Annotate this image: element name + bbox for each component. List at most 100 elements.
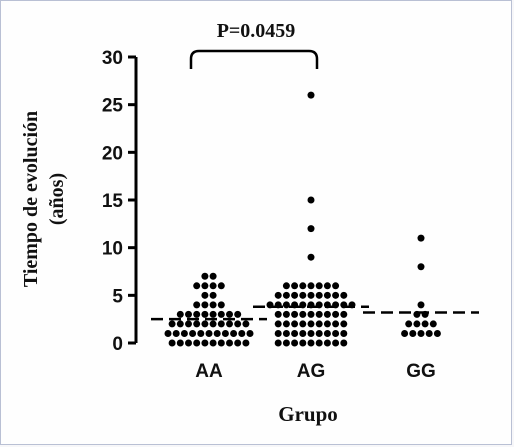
data-point-ag <box>282 301 290 309</box>
data-point-aa <box>209 272 217 280</box>
data-point-aa <box>221 329 229 337</box>
data-point-aa <box>185 320 192 328</box>
data-point-aa <box>217 301 225 309</box>
data-point-aa <box>246 329 254 337</box>
data-point-ag <box>332 320 340 328</box>
data-point-ag <box>274 329 282 337</box>
data-point-ag <box>299 291 307 299</box>
data-point-aa <box>209 339 217 347</box>
p-value-annotation: P=0.0459 <box>217 20 296 42</box>
data-point-aa <box>176 339 184 347</box>
data-point-ag <box>315 320 323 328</box>
data-point-gg <box>425 329 433 337</box>
bracket-path <box>189 49 319 69</box>
data-point-gg <box>417 234 425 242</box>
data-point-ag <box>323 320 331 328</box>
data-point-gg <box>401 329 409 337</box>
y-tick-labels: 0 5 10 15 20 25 30 <box>102 48 124 355</box>
data-point-aa <box>168 339 176 347</box>
data-point-aa <box>180 329 188 337</box>
data-point-aa <box>226 320 233 328</box>
y-tick-label: 20 <box>102 143 123 164</box>
data-point-aa <box>201 291 209 299</box>
data-point-ag <box>291 320 299 328</box>
data-point-ag <box>291 282 299 290</box>
data-point-ag <box>274 291 282 299</box>
data-point-ag <box>282 320 290 328</box>
data-point-ag <box>332 339 340 347</box>
y-tick-label: 15 <box>102 191 124 212</box>
data-point-aa <box>217 282 225 290</box>
data-point-aa <box>185 310 192 318</box>
y-tick-label: 0 <box>112 334 123 355</box>
significance-bracket <box>189 49 319 69</box>
data-point-aa <box>168 320 176 328</box>
data-point-ag <box>315 339 323 347</box>
data-point-ag <box>307 253 315 261</box>
data-point-aa <box>242 339 250 347</box>
data-point-aa <box>230 329 238 337</box>
data-point-ag <box>307 196 315 204</box>
x-tick-label-ag: AG <box>297 361 326 382</box>
data-point-ag <box>323 339 331 347</box>
data-point-ag <box>315 291 323 299</box>
data-point-ag <box>307 310 315 318</box>
data-point-ag <box>291 310 299 318</box>
data-point-ag <box>340 320 348 328</box>
data-point-aa <box>197 329 205 337</box>
data-point-ag <box>274 320 282 328</box>
data-point-aa <box>201 301 209 309</box>
data-point-ag <box>307 91 315 99</box>
data-point-ag <box>274 310 282 318</box>
data-point-aa <box>213 329 221 337</box>
data-point-ag <box>299 329 307 337</box>
data-point-aa <box>209 301 217 309</box>
data-point-ag <box>323 310 331 318</box>
y-axis-label-line1: Tiempo de evolución <box>20 111 42 287</box>
data-point-gg <box>413 320 421 328</box>
data-point-aa <box>172 329 180 337</box>
data-point-aa <box>217 320 225 328</box>
data-point-gg <box>409 329 417 337</box>
data-point-aa <box>201 272 209 280</box>
data-point-ag <box>340 291 348 299</box>
data-point-aa <box>176 310 184 318</box>
median-lines <box>151 305 479 321</box>
data-point-ag <box>323 282 331 290</box>
x-axis-label: Grupo <box>278 402 338 426</box>
y-tick-label: 5 <box>112 286 123 307</box>
data-point-aa <box>238 329 246 337</box>
y-axis-label-line2: (años) <box>46 173 68 225</box>
data-point-aa <box>189 329 197 337</box>
data-point-ag <box>282 329 290 337</box>
data-point-aa <box>217 310 225 318</box>
data-point-aa <box>234 320 242 328</box>
data-point-ag <box>323 329 331 337</box>
data-point-aa <box>185 339 192 347</box>
data-point-aa <box>209 310 217 318</box>
data-point-aa <box>201 282 209 290</box>
data-point-ag <box>299 310 307 318</box>
data-point-ag <box>332 282 340 290</box>
data-point-ag <box>282 339 290 347</box>
data-point-aa <box>209 282 217 290</box>
data-point-ag <box>291 339 299 347</box>
data-point-aa <box>209 320 217 328</box>
data-point-ag <box>282 282 290 290</box>
data-point-ag <box>340 329 348 337</box>
data-point-ag <box>323 291 331 299</box>
data-point-aa <box>193 301 201 309</box>
data-point-aa <box>193 339 201 347</box>
data-point-ag <box>274 339 282 347</box>
data-point-gg <box>417 301 425 309</box>
data-point-ag <box>340 339 348 347</box>
data-point-aa <box>201 320 209 328</box>
data-point-aa <box>205 329 213 337</box>
x-tick-label-aa: AA <box>195 361 223 382</box>
data-point-ag <box>282 310 290 318</box>
data-point-ag <box>315 282 323 290</box>
data-point-aa <box>209 291 217 299</box>
data-point-ag <box>332 310 340 318</box>
